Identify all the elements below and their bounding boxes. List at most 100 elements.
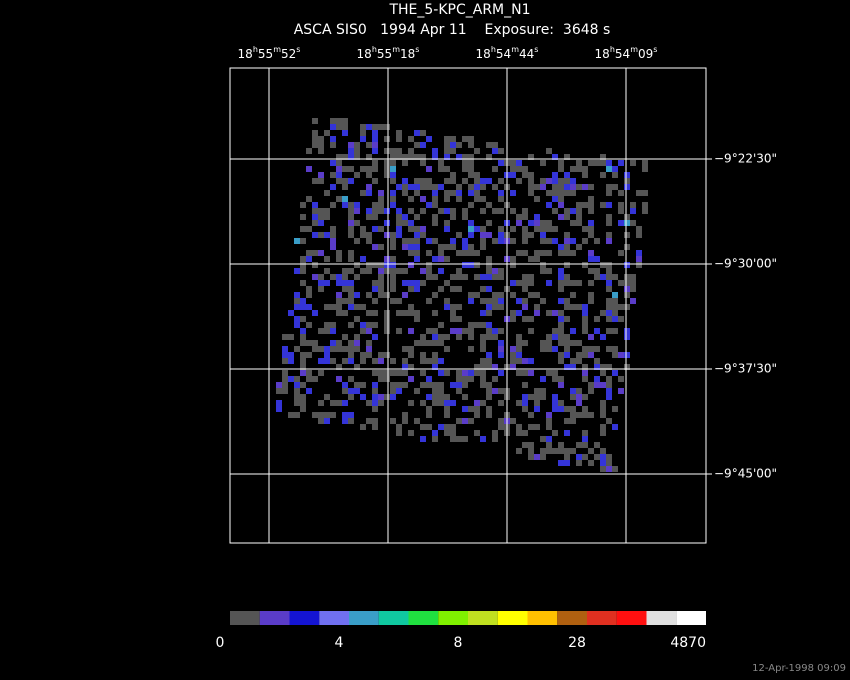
pixel [438,268,444,274]
pixel [540,340,546,346]
pixel [588,250,594,256]
pixel [378,196,384,202]
pixel [606,460,612,466]
pixel [426,394,432,400]
pixel [450,178,456,184]
colorbar-cell [408,611,439,625]
pixel [546,190,552,196]
pixel [630,298,636,304]
pixel [342,178,348,184]
pixel [534,424,540,430]
pixel [348,358,354,364]
pixel [480,196,486,202]
pixel [450,244,456,250]
pixel [576,160,582,166]
pixel [324,418,330,424]
pixel [564,172,570,178]
pixel [492,142,498,148]
pixel [558,376,564,382]
pixel [414,316,420,322]
pixel [294,412,300,418]
pixel [414,286,420,292]
pixel [594,358,600,364]
pixel [528,232,534,238]
pixel [546,334,552,340]
pixel [474,364,480,370]
pixel [438,208,444,214]
pixel [366,352,372,358]
pixel [486,364,492,370]
colorbar-label: 4 [335,635,344,651]
pixel [300,214,306,220]
pixel [456,436,462,442]
pixel [438,388,444,394]
pixel [618,388,624,394]
pixel [480,298,486,304]
pixel [534,220,540,226]
pixel [432,430,438,436]
pixel [402,412,408,418]
pixel [528,394,534,400]
pixel [624,262,630,268]
pixel [534,184,540,190]
pixel [552,346,558,352]
pixel [390,238,396,244]
colorbar-cell [259,611,290,625]
pixel [552,178,558,184]
pixel [354,388,360,394]
pixel [600,454,606,460]
pixel [570,412,576,418]
pixel [528,370,534,376]
pixel [438,322,444,328]
pixel [348,286,354,292]
pixel [456,334,462,340]
pixel [276,400,282,406]
pixel [642,190,648,196]
pixel [318,178,324,184]
pixel [444,154,450,160]
pixel [438,340,444,346]
pixel [390,160,396,166]
pixel [600,160,606,166]
pixel [390,196,396,202]
pixel [606,232,612,238]
pixel [288,334,294,340]
pixel [450,136,456,142]
pixel [324,280,330,286]
pixel [384,310,390,316]
pixel [366,190,372,196]
pixel [510,160,516,166]
pixel [474,406,480,412]
pixel [516,220,522,226]
pixel [540,184,546,190]
pixel [546,436,552,442]
pixel [378,286,384,292]
pixel [396,388,402,394]
pixel [522,286,528,292]
pixel [318,142,324,148]
pixel [462,178,468,184]
pixel [438,358,444,364]
pixel [540,388,546,394]
pixel [360,124,366,130]
pixel [324,412,330,418]
pixel [528,178,534,184]
pixel [444,334,450,340]
pixel [534,226,540,232]
pixel [366,268,372,274]
pixel [402,418,408,424]
pixel [486,328,492,334]
pixel [600,424,606,430]
pixel [606,328,612,334]
pixel [396,310,402,316]
pixel [498,148,504,154]
pixel [396,424,402,430]
pixel [516,346,522,352]
pixel [426,328,432,334]
pixel [330,172,336,178]
pixel [456,190,462,196]
pixel [576,400,582,406]
pixel [444,304,450,310]
pixel [432,196,438,202]
pixel [360,304,366,310]
